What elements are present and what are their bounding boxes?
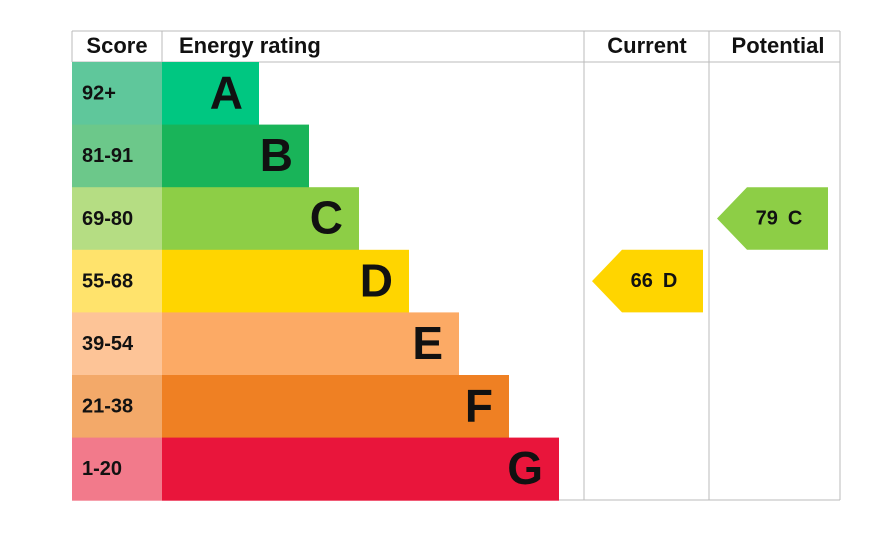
band-letter: C bbox=[310, 192, 343, 244]
header: Potential bbox=[732, 33, 825, 58]
band-letter: A bbox=[210, 66, 243, 118]
band-letter: F bbox=[465, 379, 493, 431]
rating-bar bbox=[162, 312, 459, 376]
rating-value: 66 bbox=[631, 270, 653, 292]
rating-letter: D bbox=[663, 270, 677, 292]
score-cell bbox=[72, 124, 162, 188]
header: Current bbox=[607, 33, 687, 58]
rating-bar bbox=[162, 124, 309, 188]
score-label: 55-68 bbox=[82, 270, 133, 292]
rating-bar bbox=[162, 375, 509, 439]
rating-arrow-label: 79 C bbox=[756, 208, 803, 230]
rating-bar bbox=[162, 249, 409, 313]
score-label: 92+ bbox=[82, 83, 116, 105]
score-label: 39-54 bbox=[82, 333, 134, 355]
rating-arrow bbox=[717, 187, 828, 250]
band-letter: E bbox=[412, 317, 443, 369]
rating-bar bbox=[162, 62, 259, 126]
score-label: 69-80 bbox=[82, 208, 133, 230]
band-letter: D bbox=[360, 254, 393, 306]
score-cell bbox=[72, 187, 162, 251]
rating-letter: C bbox=[788, 208, 802, 230]
rating-bar bbox=[162, 187, 359, 251]
header: Energy rating bbox=[179, 33, 321, 58]
rating-arrow-label: 66 D bbox=[631, 270, 678, 292]
score-cell bbox=[72, 375, 162, 439]
header: Score bbox=[86, 33, 147, 58]
score-cell bbox=[72, 249, 162, 313]
score-cell bbox=[72, 437, 162, 501]
score-label: 1-20 bbox=[82, 458, 122, 480]
rating-value: 79 bbox=[756, 208, 778, 230]
score-cell bbox=[72, 312, 162, 376]
band-letter: B bbox=[260, 129, 293, 181]
score-label: 21-38 bbox=[82, 396, 133, 418]
rating-arrow bbox=[592, 249, 703, 313]
score-label: 81-91 bbox=[82, 145, 133, 167]
band-letter: G bbox=[507, 442, 543, 494]
rating-bar bbox=[162, 437, 559, 501]
score-cell bbox=[72, 62, 162, 126]
